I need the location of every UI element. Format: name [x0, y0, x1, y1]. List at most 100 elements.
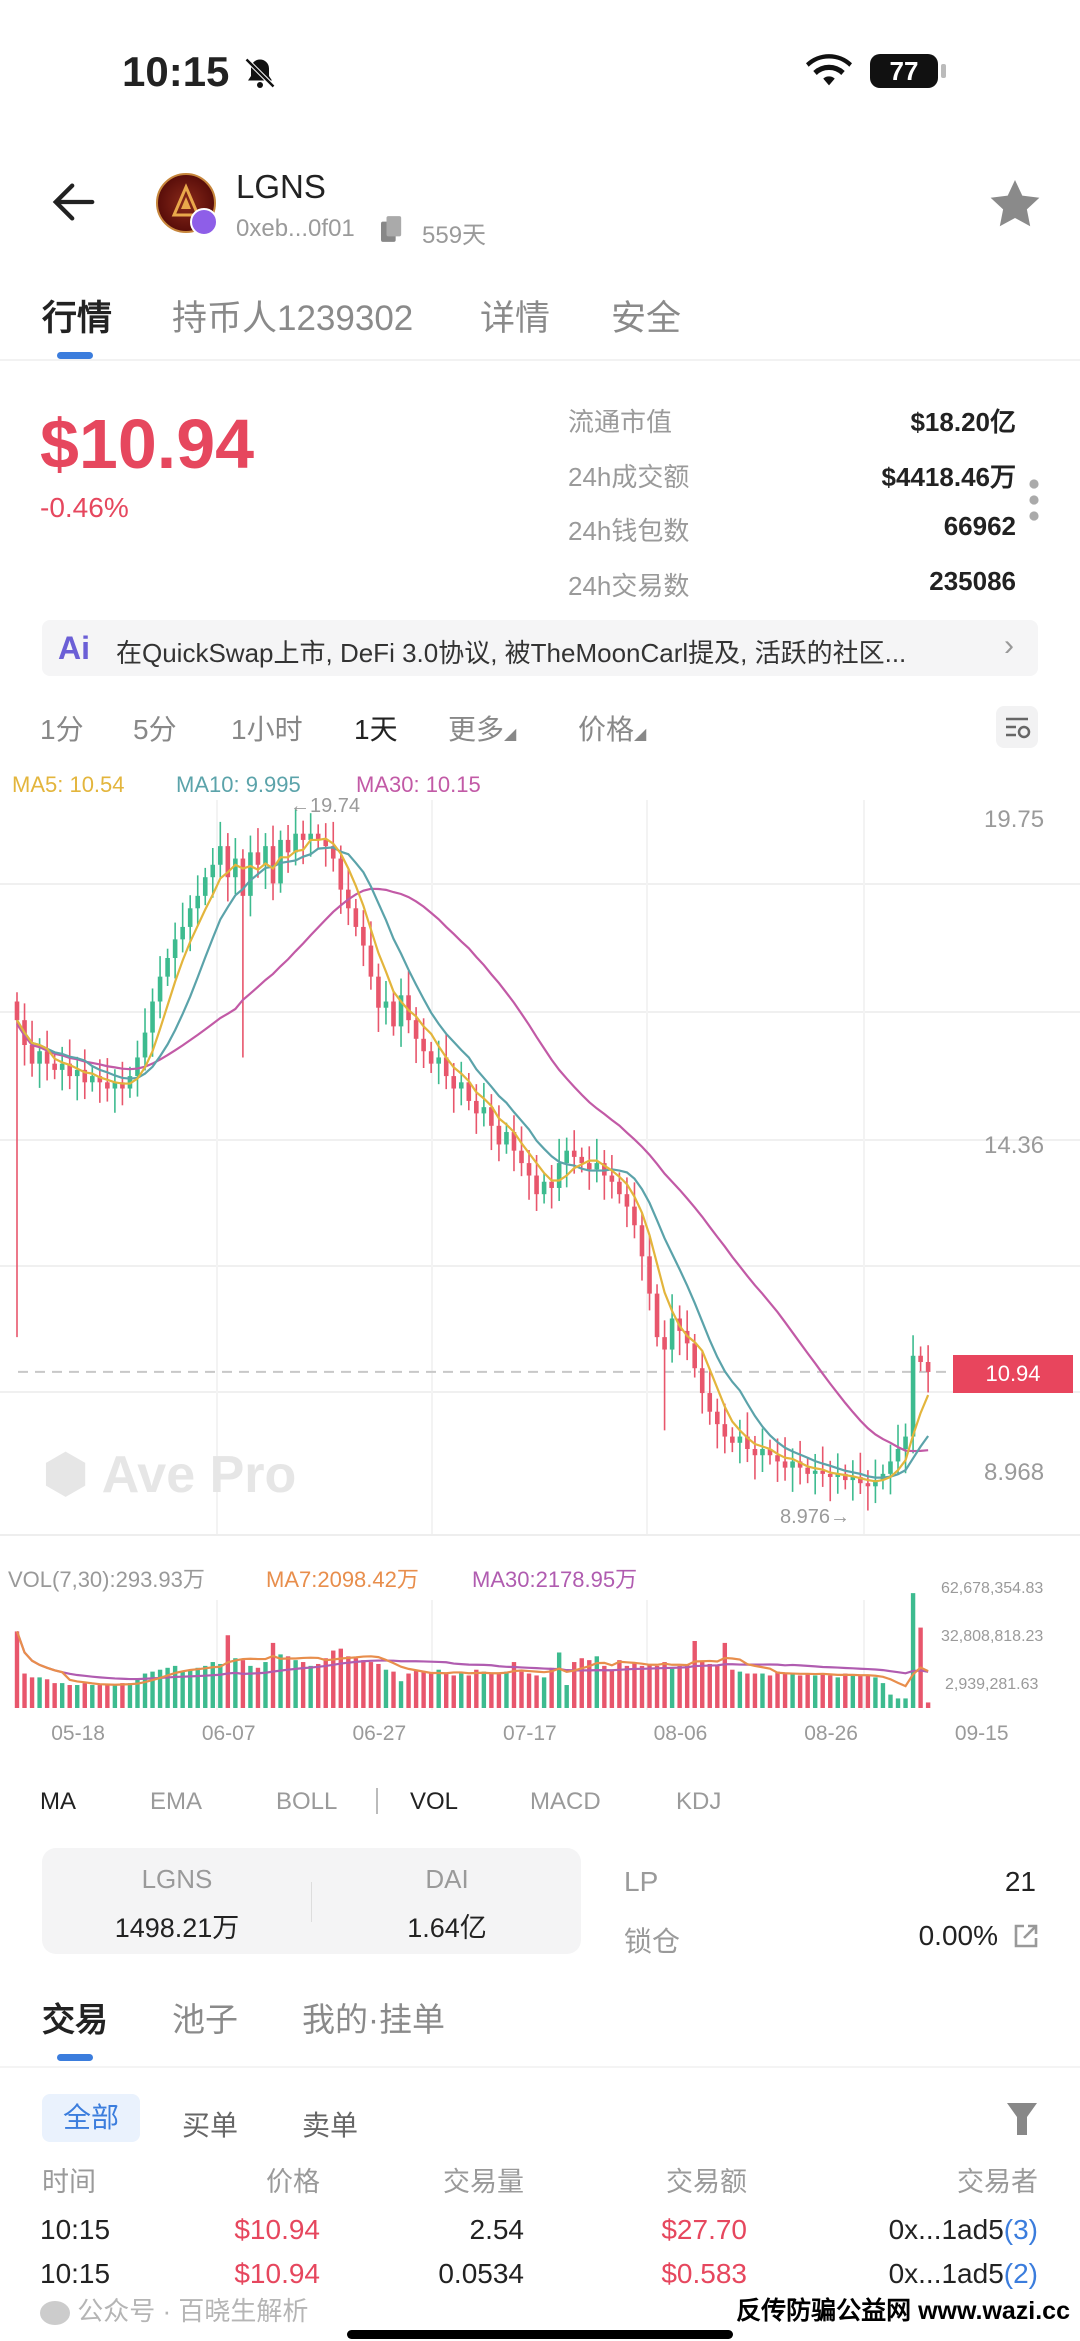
volume-bar — [654, 1665, 660, 1708]
filter-buy[interactable]: 买单 — [182, 2110, 239, 2141]
chart-divider — [0, 1534, 1080, 1536]
candle-body — [59, 1063, 65, 1070]
period-1m[interactable]: 1分 — [40, 714, 84, 745]
period-more[interactable]: 更多◢ — [448, 708, 516, 748]
vol-ma7-legend: MA7:2098.42万 — [266, 1567, 419, 1592]
volume-bar — [880, 1683, 886, 1708]
volume-bar — [67, 1685, 72, 1708]
vol-legend: VOL(7,30):293.93万 — [8, 1567, 205, 1592]
more-vertical-icon[interactable] — [1028, 478, 1040, 522]
candle-body — [187, 908, 193, 927]
candle-body — [812, 1470, 818, 1474]
candle-body — [858, 1476, 863, 1484]
tab-holders[interactable]: 持币人1239302 — [172, 299, 414, 338]
period-5m[interactable]: 5分 — [133, 714, 177, 745]
volume-bar — [398, 1681, 404, 1708]
indicator-ma[interactable]: MA — [40, 1788, 76, 1815]
volume-bar — [812, 1675, 818, 1708]
vol-ma30-legend: MA30:2178.95万 — [472, 1567, 638, 1592]
volume-bar — [428, 1673, 434, 1708]
candle-body — [662, 1337, 667, 1350]
volume-bar — [323, 1658, 328, 1708]
indicator-boll[interactable]: BOLL — [276, 1788, 338, 1815]
tab-market[interactable]: 行情 — [42, 299, 113, 338]
trade-amount: 0.0534 — [438, 2258, 524, 2289]
star-icon[interactable] — [990, 180, 1040, 228]
candle-body — [594, 1163, 600, 1170]
candle-body — [632, 1206, 637, 1226]
volume-bar — [112, 1685, 118, 1708]
token-age: 559天 — [422, 222, 487, 249]
volume-chart[interactable] — [0, 1560, 1080, 1760]
indicator-vol[interactable]: VOL — [410, 1788, 459, 1815]
volume-bar — [745, 1673, 750, 1708]
price-type-select[interactable]: 价格◢ — [578, 708, 646, 748]
candle-body — [67, 1063, 73, 1077]
volume-bar — [82, 1683, 87, 1708]
ai-summary-banner[interactable]: Ai 在QuickSwap上市, DeFi 3.0协议, 被TheMoonCar… — [42, 620, 1038, 676]
candle-body — [918, 1355, 923, 1362]
current-price: $10.94 — [40, 405, 255, 483]
volume-bar — [677, 1665, 682, 1708]
indicator-kdj[interactable]: KDJ — [676, 1788, 722, 1815]
candle-body — [519, 1150, 524, 1164]
back-arrow-icon[interactable] — [52, 182, 96, 222]
ma10-line — [16, 846, 930, 1479]
tab-trades[interactable]: 交易 — [42, 2001, 108, 2038]
tab-details[interactable]: 详情 — [480, 299, 551, 338]
volume-bar — [496, 1673, 502, 1708]
pool-token-a: LGNS — [141, 1864, 213, 1894]
lp-label: LP — [624, 1866, 659, 1897]
low-price-marker: 8.976→ — [780, 1506, 851, 1528]
wechat-account-text: 公众号 · 百晓生解析 — [77, 2296, 309, 2326]
candle-body — [29, 1045, 35, 1064]
candle-body — [805, 1467, 810, 1474]
candle-body — [745, 1436, 750, 1450]
indicator-macd[interactable]: MACD — [530, 1788, 601, 1815]
candle-body — [903, 1436, 908, 1450]
candle-body — [820, 1470, 826, 1474]
candle-body — [556, 1163, 562, 1188]
period-1d[interactable]: 1天 — [354, 714, 398, 745]
filter-funnel-icon[interactable] — [1007, 2103, 1037, 2135]
ai-summary-text: 在QuickSwap上市, DeFi 3.0协议, 被TheMoonCarl提及… — [116, 638, 907, 668]
candle-body — [120, 1082, 125, 1089]
volume-bar — [263, 1662, 268, 1708]
filter-all[interactable]: 全部 — [42, 2094, 140, 2142]
candlestick-chart[interactable] — [0, 800, 1080, 1540]
tab-security[interactable]: 安全 — [611, 299, 682, 338]
volume-bar — [316, 1663, 321, 1708]
volume-bar — [97, 1685, 103, 1708]
candle-body — [730, 1436, 735, 1443]
volume-bar — [444, 1673, 449, 1708]
volume-bar — [828, 1675, 833, 1708]
volume-bar — [511, 1662, 517, 1708]
candle-body — [692, 1343, 697, 1369]
volume-bar — [602, 1665, 607, 1708]
chart-settings-button[interactable] — [996, 706, 1038, 748]
candle-body — [722, 1424, 728, 1437]
period-1h[interactable]: 1小时 — [231, 714, 303, 745]
trade-trader[interactable]: 0x...1ad5(2) — [889, 2258, 1038, 2290]
current-price-tag: 10.94 — [953, 1355, 1073, 1393]
volume-bar — [120, 1683, 125, 1708]
divider — [0, 2066, 1080, 2068]
tab-pools[interactable]: 池子 — [172, 2001, 238, 2038]
candle-body — [157, 976, 163, 1002]
volume-bar — [609, 1669, 615, 1708]
candle-body — [602, 1163, 607, 1176]
trade-trader[interactable]: 0x...1ad5(3) — [889, 2214, 1038, 2246]
external-link-icon[interactable] — [1012, 1922, 1040, 1950]
candle-body — [541, 1181, 547, 1195]
tab-my-orders[interactable]: 我的·挂单 — [302, 2001, 445, 2038]
volume-bar — [157, 1669, 163, 1708]
filter-sell[interactable]: 卖单 — [302, 2110, 359, 2141]
volume-bar — [752, 1673, 758, 1708]
volume-bar — [150, 1671, 155, 1708]
col-trader: 交易者 — [957, 2167, 1038, 2197]
candle-body — [617, 1181, 622, 1195]
stat-value-volume: $4418.46万 — [881, 462, 1016, 492]
indicator-ema[interactable]: EMA — [150, 1788, 203, 1815]
copy-icon[interactable] — [381, 216, 403, 242]
candle-body — [534, 1175, 539, 1195]
